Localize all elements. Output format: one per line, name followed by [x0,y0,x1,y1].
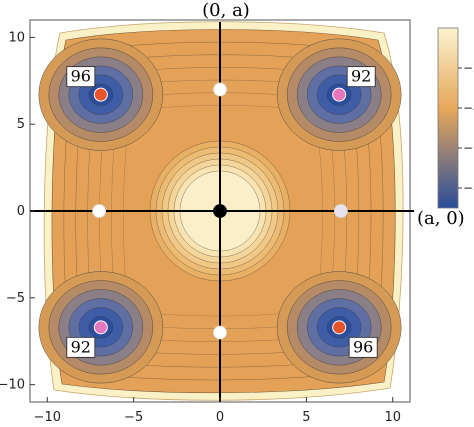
colorbar-ticks: −2 −4 −6 −8 [458,61,474,195]
minimum-point [93,87,108,102]
y-tick-label: 5 [17,117,25,132]
minimum-label: 96 [71,67,91,86]
minimum-label-box [66,336,96,358]
marker-point [334,204,348,218]
minimum-label: 92 [351,67,371,86]
x-tick-label: −10 [34,410,61,425]
colorbar [437,27,459,209]
minimum-label: 92 [71,337,91,356]
y-tick-label: 10 [8,30,25,45]
minimum-label-box [66,66,96,88]
marker-point [92,204,106,218]
horizontal-axis-label: (a, 0) [417,208,465,229]
x-tick-label: 5 [302,410,310,425]
marker-point [213,82,227,97]
colorbar-tick-label: −8 [463,181,474,195]
marker-point [213,325,227,340]
colorbar-tick-label: −6 [463,141,474,155]
y-tick-label: −10 [0,378,25,393]
y-tick-label: 0 [17,204,25,219]
minimum-label-box [346,66,376,88]
minimum-label-box [348,336,378,358]
colorbar-tick-label: −4 [463,101,474,115]
minimum-point [332,87,347,102]
y-tick-label: −5 [6,291,25,306]
x-axis-ticks: −10 −5 0 5 10 [34,397,401,425]
markers: 96 92 92 96 [66,66,378,358]
x-tick-label: 10 [384,410,401,425]
minimum-label: 96 [353,337,373,356]
minimum-point [93,320,108,335]
y-axis-ticks: 10 5 0 −5 −10 [0,30,35,393]
vertical-axis-label: (0, a) [202,0,250,21]
x-tick-label: −5 [124,410,143,425]
marker-point [213,204,227,218]
colorbar-tick-label: −2 [463,61,474,75]
minimum-point [332,320,347,335]
x-tick-label: 0 [216,410,224,425]
